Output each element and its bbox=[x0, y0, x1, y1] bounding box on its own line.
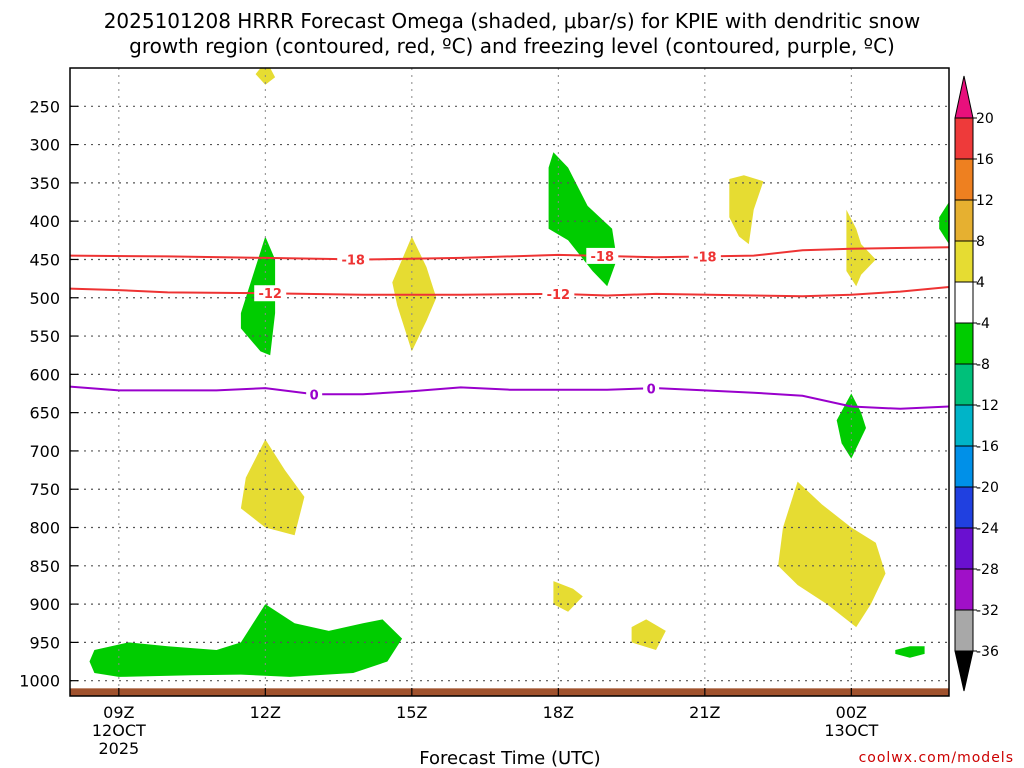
colorbar-label--16: -16 bbox=[976, 439, 999, 455]
chart-title-line1: 2025101208 HRRR Forecast Omega (shaded, … bbox=[104, 9, 921, 33]
credit-text[interactable]: coolwx.com/models bbox=[859, 750, 1014, 766]
x-tick-label-00Z-2: 13OCT bbox=[824, 721, 878, 740]
y-tick-label-750: 750 bbox=[29, 480, 60, 499]
y-tick-label-400: 400 bbox=[29, 212, 60, 231]
x-tick-label-21Z-1: 21Z bbox=[689, 703, 720, 722]
contour-label-bg-1-0 bbox=[254, 285, 287, 302]
y-tick-label-250: 250 bbox=[29, 97, 60, 116]
x-tick-label-09Z-3: 2025 bbox=[98, 739, 139, 758]
x-tick-label-12Z-1: 12Z bbox=[250, 703, 281, 722]
plot-frame bbox=[69, 67, 950, 697]
omega-region-12 bbox=[895, 646, 925, 658]
plot-clipped-layer: -18 -18 -18 -12 -12 0 0 bbox=[70, 68, 949, 696]
y-tick-label-500: 500 bbox=[29, 289, 60, 308]
contour-label-0-1: -18 bbox=[591, 250, 615, 265]
colorbar-swatch-10 bbox=[954, 527, 974, 570]
y-tick-label-900: 900 bbox=[29, 595, 60, 614]
ground-band bbox=[70, 688, 949, 696]
omega-region-6 bbox=[939, 202, 949, 245]
colorbar-swatch-0 bbox=[954, 117, 974, 160]
x-tick-label-18Z-1: 18Z bbox=[543, 703, 574, 722]
colorbar-bottom-arrow bbox=[954, 650, 974, 692]
x-tick-label-00Z-1: 00Z bbox=[836, 703, 867, 722]
x-tick-label-09Z-1: 09Z bbox=[103, 703, 134, 722]
colorbar-label--12: -12 bbox=[976, 398, 999, 414]
y-tick-label-350: 350 bbox=[29, 174, 60, 193]
y-tick-label-800: 800 bbox=[29, 519, 60, 538]
colorbar-label--28: -28 bbox=[976, 562, 999, 578]
colorbar-swatch-6 bbox=[954, 363, 974, 406]
x-tick-label-15Z-1: 15Z bbox=[396, 703, 427, 722]
colorbar-label--36: -36 bbox=[976, 644, 999, 660]
colorbar-label--24: -24 bbox=[976, 521, 999, 537]
colorbar-label-20: 20 bbox=[976, 111, 994, 127]
contour-label-2-0: 0 bbox=[310, 388, 319, 403]
colorbar-swatch-9 bbox=[954, 486, 974, 529]
contour-line-1 bbox=[70, 286, 949, 298]
omega-region-13 bbox=[89, 604, 403, 677]
colorbar-swatch-2 bbox=[954, 199, 974, 242]
y-tick-label-550: 550 bbox=[29, 327, 60, 346]
omega-region-9 bbox=[778, 481, 886, 628]
omega-region-8 bbox=[240, 439, 305, 536]
contour-line-0 bbox=[70, 246, 949, 261]
contour-label-bg-0-1 bbox=[586, 247, 619, 264]
y-tick-label-450: 450 bbox=[29, 250, 60, 269]
chart-title-line2: growth region (contoured, red, ºC) and f… bbox=[129, 34, 895, 58]
plot-background bbox=[70, 68, 949, 696]
y-tick-label-300: 300 bbox=[29, 136, 60, 155]
contour-label-bg-0-0 bbox=[337, 251, 370, 268]
contour-label-0-2: -18 bbox=[693, 250, 717, 265]
x-tick-label-09Z-2: 12OCT bbox=[92, 721, 146, 740]
contour-label-1-0: -12 bbox=[258, 287, 282, 302]
colorbar-swatch-4 bbox=[954, 281, 974, 324]
colorbar-label-16: 16 bbox=[976, 152, 994, 168]
y-tick-label-600: 600 bbox=[29, 365, 60, 384]
colorbar-label-4: 4 bbox=[976, 275, 985, 291]
y-tick-label-950: 950 bbox=[29, 633, 60, 652]
colorbar-legend: 20 16 12 8 4 -4 -8 -12 -16 -20 -24 -28 -32 -36 bbox=[954, 75, 999, 692]
colorbar-swatch-1 bbox=[954, 158, 974, 201]
colorbar-swatch-8 bbox=[954, 445, 974, 488]
x-axis-label: Forecast Time (UTC) bbox=[419, 748, 600, 768]
plot-area: -18 -18 -18 -12 -12 0 0 bbox=[69, 67, 950, 697]
colorbar-label--4: -4 bbox=[976, 316, 990, 332]
omega-region-11 bbox=[631, 619, 666, 650]
y-axis: 250 300 350 400 450 500 550 600 650 700 750 800 850 9… bbox=[19, 97, 78, 691]
contour-label-2-1: 0 bbox=[647, 382, 656, 397]
colorbar-swatch-7 bbox=[954, 404, 974, 447]
contour-label-1-1: -12 bbox=[547, 288, 571, 303]
contour-label-0-0: -18 bbox=[341, 253, 365, 268]
contour-line-2 bbox=[70, 385, 949, 410]
colorbar-label--8: -8 bbox=[976, 357, 990, 373]
colorbar-swatch-3 bbox=[954, 240, 974, 283]
omega-region-4 bbox=[729, 175, 764, 245]
colorbar-top-arrow bbox=[954, 75, 974, 119]
colorbar-swatch-11 bbox=[954, 568, 974, 611]
contour-label-bg-2-0 bbox=[306, 386, 323, 403]
colorbar-label--32: -32 bbox=[976, 603, 999, 619]
contour-label-bg-1-1 bbox=[542, 285, 575, 302]
y-tick-label-700: 700 bbox=[29, 442, 60, 461]
y-tick-label-650: 650 bbox=[29, 404, 60, 423]
colorbar-label--20: -20 bbox=[976, 480, 999, 496]
contour-label-bg-0-2 bbox=[688, 248, 721, 265]
y-tick-label-850: 850 bbox=[29, 557, 60, 576]
colorbar-label-8: 8 bbox=[976, 234, 985, 250]
colorbar-swatch-12 bbox=[954, 609, 974, 652]
contour-label-bg-2-1 bbox=[643, 380, 660, 397]
y-tick-label-1000: 1000 bbox=[19, 672, 60, 691]
colorbar-label-12: 12 bbox=[976, 193, 994, 209]
colorbar-swatch-5 bbox=[954, 322, 974, 365]
